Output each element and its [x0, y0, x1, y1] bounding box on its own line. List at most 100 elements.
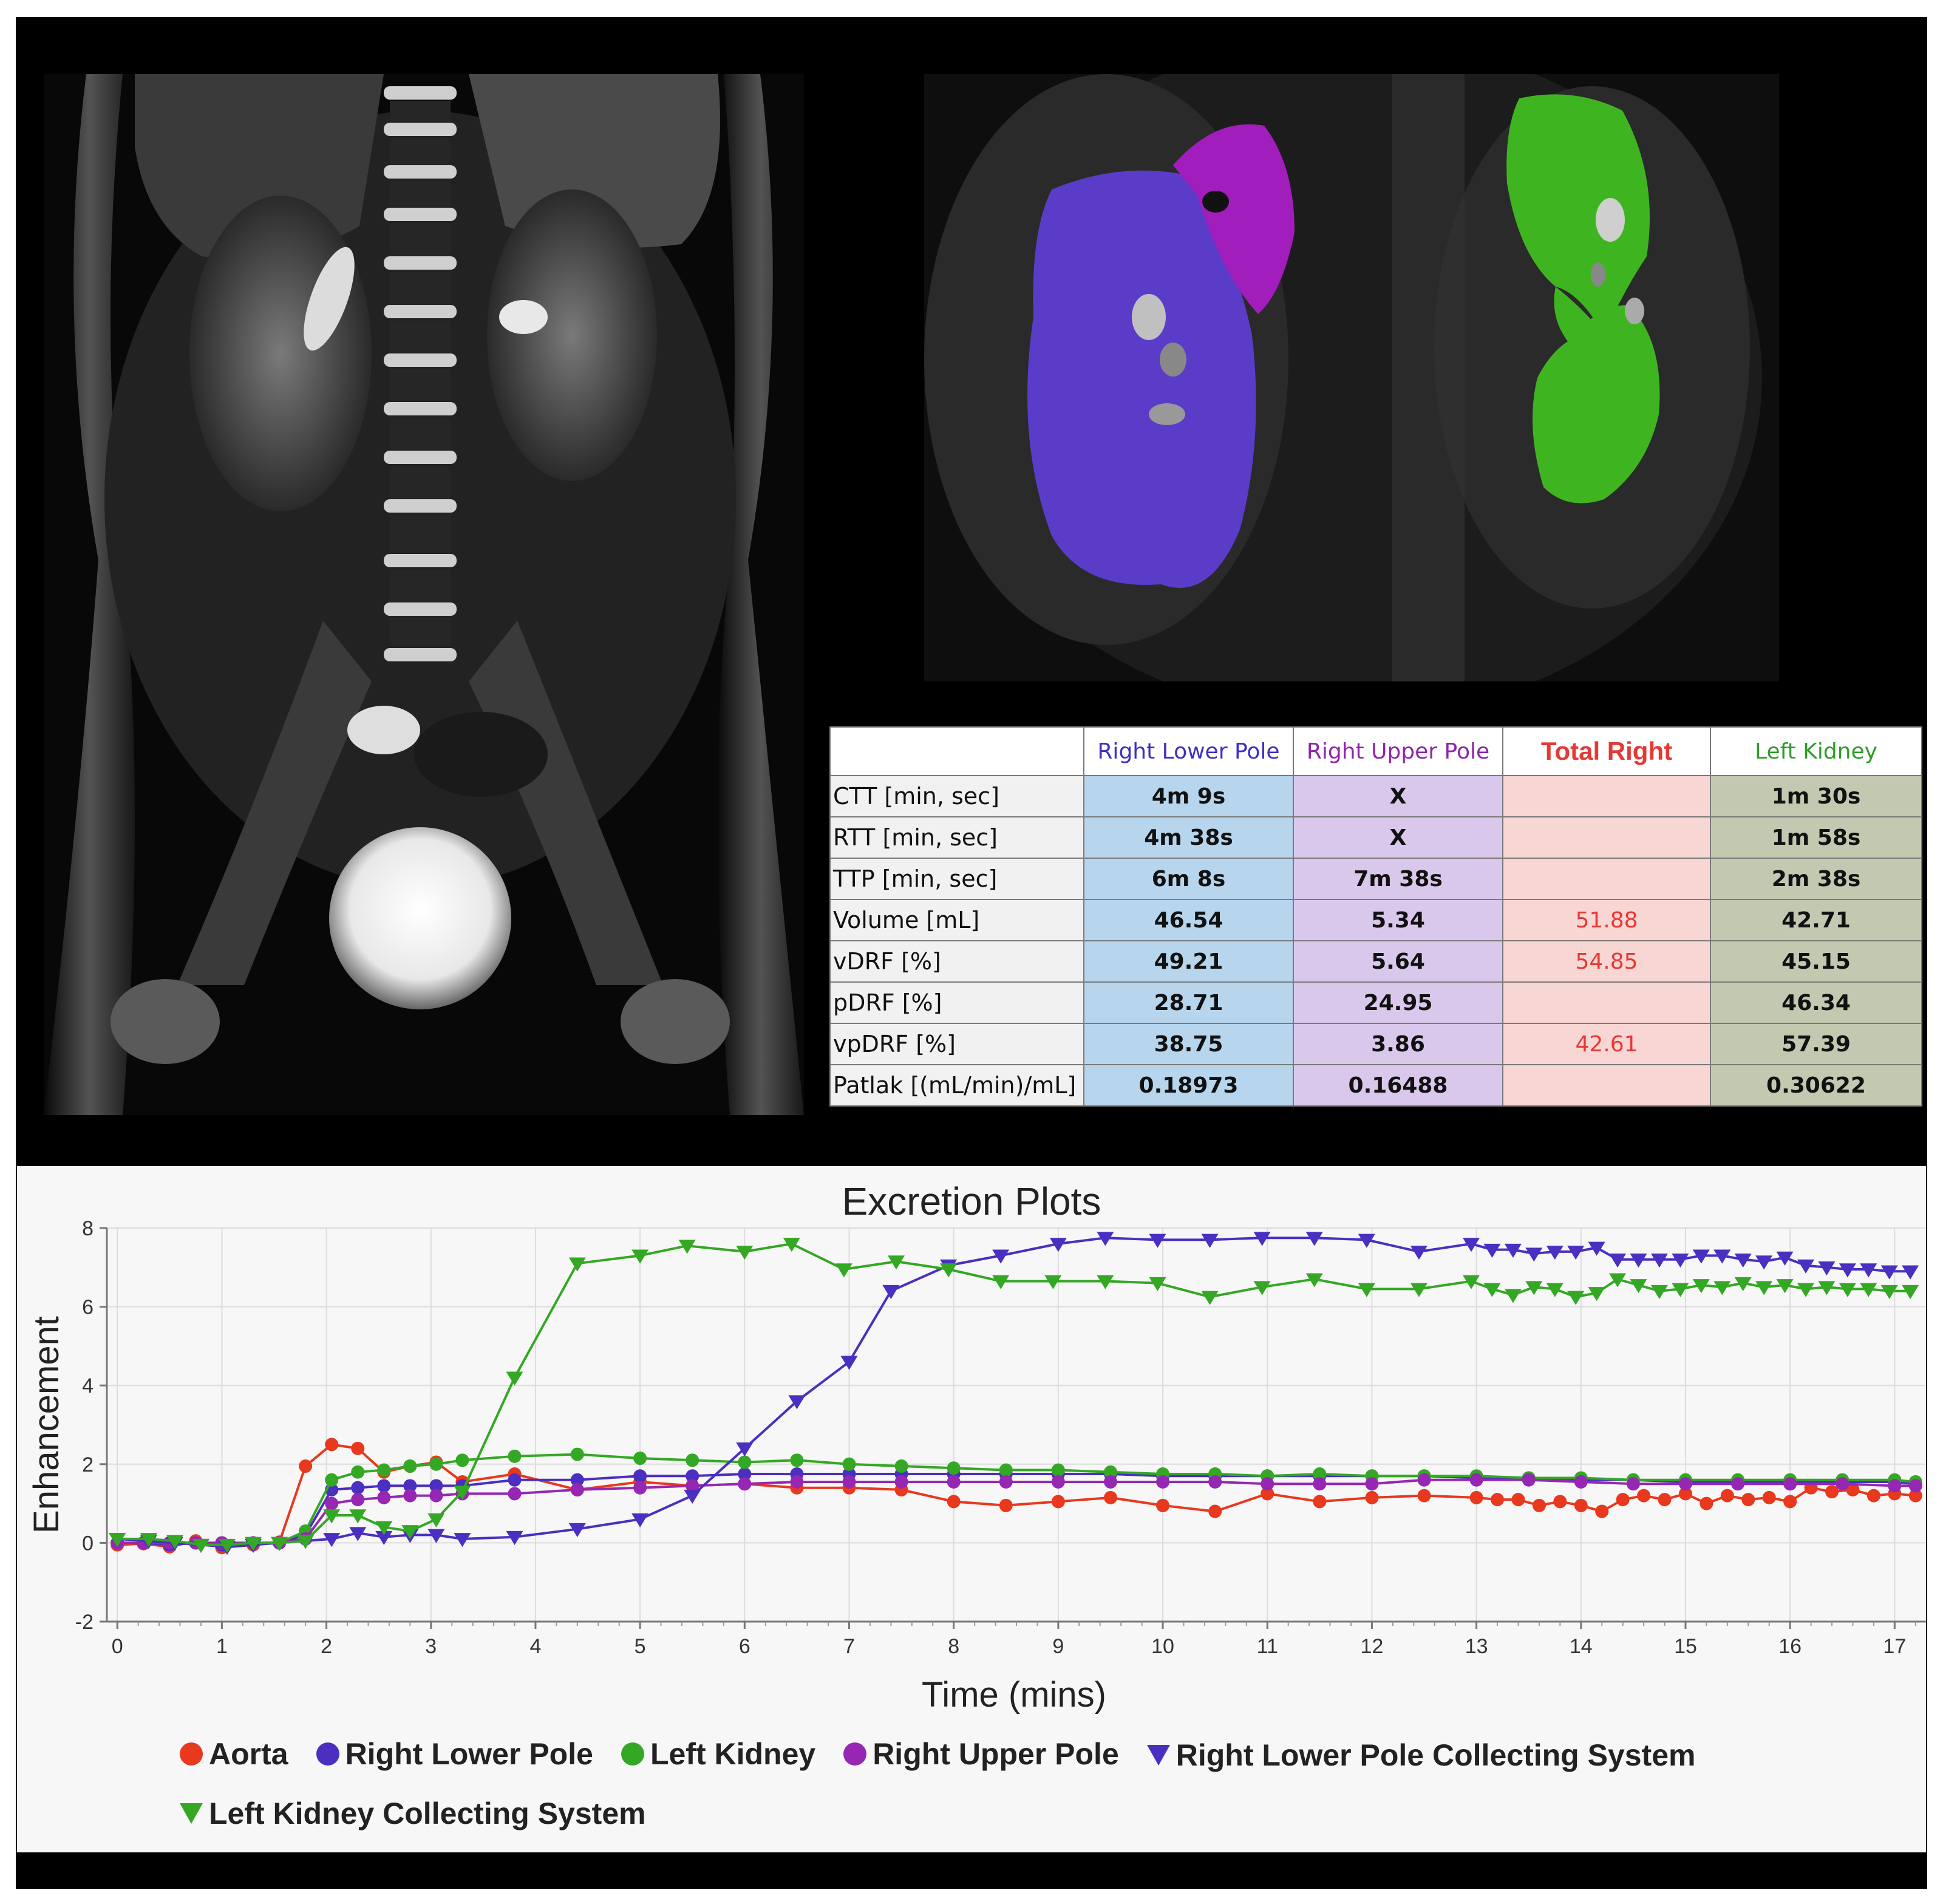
- data-point: [1410, 1283, 1427, 1297]
- data-point: [1365, 1490, 1379, 1504]
- data-point: [1797, 1259, 1814, 1274]
- data-point: [1410, 1246, 1427, 1260]
- data-point: [840, 1356, 858, 1370]
- data-point: [323, 1533, 341, 1547]
- data-point: [842, 1457, 856, 1471]
- series-left-kidney-collecting-system: [109, 1238, 1919, 1553]
- y-axis-label: Enhancement: [27, 1316, 66, 1534]
- data-point: [1567, 1246, 1585, 1260]
- legend-label: Right Lower Pole: [345, 1737, 593, 1771]
- row-label: CTT [min, sec]: [829, 775, 1084, 817]
- data-point: [349, 1527, 367, 1541]
- data-point: [1731, 1477, 1745, 1491]
- data-point: [351, 1481, 365, 1495]
- data-point: [1902, 1285, 1919, 1299]
- data-point: [351, 1441, 365, 1455]
- cell-left-kidney: 57.39: [1710, 1023, 1922, 1065]
- data-point: [1678, 1487, 1692, 1501]
- data-point: [1522, 1473, 1536, 1487]
- cell-right-lower-pole: 46.54: [1083, 899, 1294, 941]
- data-point: [1678, 1477, 1692, 1491]
- segmented-kidney-mri-image: [924, 74, 1779, 681]
- data-point: [351, 1465, 365, 1479]
- legend-item: Right Lower Pole Collecting System: [1146, 1726, 1695, 1784]
- data-point: [1908, 1479, 1922, 1493]
- cell-left-kidney: 45.15: [1710, 940, 1922, 983]
- data-point: [736, 1442, 754, 1457]
- data-point: [377, 1479, 391, 1493]
- data-point: [1365, 1477, 1379, 1491]
- y-tick-label: 0: [82, 1532, 94, 1555]
- data-point: [454, 1533, 471, 1547]
- data-point: [738, 1477, 752, 1491]
- data-point: [297, 1535, 315, 1549]
- data-point: [1595, 1504, 1609, 1518]
- data-point: [1567, 1291, 1585, 1305]
- legend-circle-icon: [316, 1742, 339, 1766]
- series-right-lower-pole-collecting-system: [109, 1232, 1919, 1555]
- data-point: [1692, 1279, 1710, 1294]
- header-empty: [829, 726, 1084, 776]
- data-point: [454, 1486, 471, 1500]
- data-point: [1908, 1489, 1922, 1503]
- data-point: [1253, 1281, 1271, 1295]
- data-point: [1776, 1251, 1794, 1266]
- data-point: [947, 1461, 961, 1475]
- cell-total-right: [1502, 858, 1711, 900]
- data-point: [992, 1275, 1010, 1289]
- data-point: [1825, 1485, 1839, 1499]
- data-point: [1358, 1283, 1375, 1297]
- data-point: [738, 1467, 752, 1481]
- data-point: [1637, 1489, 1651, 1503]
- data-point: [1776, 1279, 1794, 1294]
- data-point: [1546, 1283, 1564, 1297]
- data-point: [835, 1263, 852, 1278]
- data-point: [349, 1509, 367, 1524]
- data-point: [940, 1263, 958, 1278]
- data-point: [1525, 1247, 1543, 1262]
- x-tick-label: 12: [1361, 1635, 1384, 1658]
- cell-left-kidney: 46.34: [1710, 981, 1922, 1024]
- x-tick-label: 10: [1151, 1635, 1174, 1658]
- data-point: [1836, 1477, 1849, 1491]
- cell-total-right: [1502, 816, 1711, 859]
- data-point: [1658, 1493, 1672, 1507]
- cell-right-upper-pole: 24.95: [1293, 981, 1503, 1024]
- data-point: [633, 1481, 647, 1495]
- data-point: [1839, 1283, 1856, 1297]
- data-point: [429, 1457, 443, 1471]
- data-point: [403, 1479, 417, 1493]
- cell-left-kidney: 1m 30s: [1710, 775, 1922, 817]
- data-point: [1574, 1475, 1588, 1489]
- data-point: [506, 1530, 523, 1545]
- data-point: [1755, 1255, 1773, 1270]
- x-tick-label: 5: [635, 1635, 646, 1658]
- data-point: [570, 1483, 584, 1496]
- cell-left-kidney: 1m 58s: [1710, 816, 1922, 859]
- data-point: [1261, 1487, 1274, 1501]
- cell-right-lower-pole: 38.75: [1083, 1023, 1294, 1065]
- y-tick-label: 6: [82, 1296, 94, 1319]
- data-point: [1713, 1249, 1731, 1264]
- data-point: [568, 1523, 586, 1538]
- chart-legend: Aorta Right Lower Pole Left Kidney Right Up…: [180, 1725, 1916, 1843]
- legend-triangle-icon: [180, 1803, 203, 1824]
- legend-label: Left Kidney: [650, 1737, 816, 1771]
- data-point: [738, 1455, 752, 1469]
- data-point: [1201, 1234, 1219, 1248]
- data-point: [351, 1493, 365, 1507]
- cell-right-lower-pole: 0.18973: [1083, 1064, 1294, 1107]
- cell-right-lower-pole: 28.71: [1083, 981, 1294, 1024]
- x-tick-label: 13: [1465, 1635, 1488, 1658]
- cell-right-lower-pole: 4m 38s: [1083, 816, 1294, 859]
- data-point: [1253, 1232, 1271, 1246]
- data-point: [323, 1509, 341, 1524]
- legend-circle-icon: [843, 1742, 867, 1766]
- data-point: [894, 1459, 908, 1473]
- data-point: [686, 1469, 699, 1483]
- table-row: CTT [min, sec] 4m 9s X 1m 30s: [829, 775, 1922, 817]
- data-point: [1313, 1477, 1327, 1491]
- cell-right-upper-pole: 5.34: [1293, 899, 1503, 941]
- plot-area: [107, 1228, 1926, 1622]
